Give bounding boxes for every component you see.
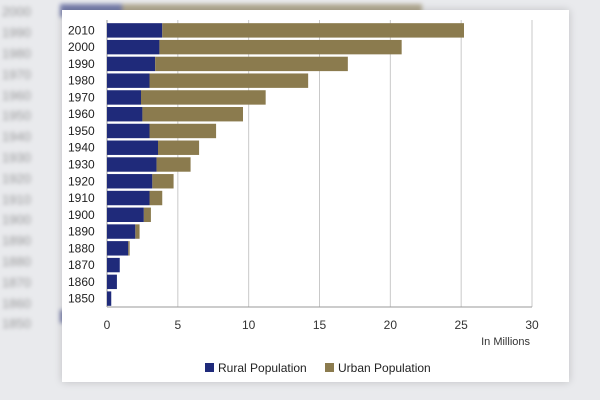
category-label: 1850 — [68, 292, 95, 306]
background-label: 1990 — [2, 25, 31, 40]
category-label: 1920 — [68, 174, 95, 188]
background-label: 1850 — [2, 316, 31, 331]
x-tick-label: 30 — [525, 318, 539, 332]
legend: Rural Population Urban Population — [205, 361, 431, 375]
x-tick-label: 5 — [174, 318, 181, 332]
bar-rural — [107, 190, 150, 206]
bar-rural — [107, 90, 141, 105]
bar-urban — [149, 123, 217, 139]
background-label: 1920 — [2, 171, 31, 186]
background-label: 1980 — [2, 46, 31, 61]
bar-urban — [162, 23, 464, 38]
category-label: 1980 — [68, 74, 95, 88]
bar-rural — [107, 257, 120, 273]
background-label: 1860 — [2, 296, 31, 311]
bar-urban — [141, 90, 266, 105]
category-label: 1890 — [68, 225, 95, 239]
bar-rural — [107, 140, 158, 155]
background-label: 1950 — [2, 108, 31, 123]
x-axis-label: In Millions — [481, 336, 530, 348]
bar-urban — [155, 56, 348, 72]
x-tick-labels: 0 5 10 15 20 25 30 — [104, 318, 539, 332]
legend-label-rural: Rural Population — [218, 361, 307, 375]
legend-label-urban: Urban Population — [338, 361, 431, 375]
category-label: 1940 — [68, 141, 95, 155]
x-tick-label: 10 — [242, 318, 256, 332]
category-label: 2000 — [68, 40, 95, 54]
category-label: 1880 — [68, 241, 95, 255]
bar-urban — [135, 224, 140, 239]
category-label: 1900 — [68, 208, 95, 222]
category-label: 2010 — [68, 23, 95, 37]
bar-rural — [107, 291, 112, 306]
bar-rural — [107, 39, 160, 55]
bar-rural — [107, 224, 136, 239]
bar-urban — [143, 207, 151, 223]
bar-rural — [107, 274, 117, 290]
category-label: 1930 — [68, 158, 95, 172]
legend-swatch-urban — [325, 363, 334, 372]
chart-card: 2010 2000 1990 1980 1970 1960 1950 1940 1930 1920… — [62, 10, 569, 382]
background-label: 1870 — [2, 275, 31, 290]
category-label: 1950 — [68, 124, 95, 138]
bar-urban — [128, 241, 130, 256]
legend-swatch-rural — [205, 363, 214, 372]
category-label: 1960 — [68, 107, 95, 121]
category-labels: 2010 2000 1990 1980 1970 1960 1950 1940 1930 1920… — [68, 23, 95, 305]
background-label: 1960 — [2, 88, 31, 103]
bar-rural — [107, 174, 153, 189]
x-tick-label: 0 — [104, 318, 111, 332]
x-tick-label: 20 — [384, 318, 398, 332]
bar-rural — [107, 106, 143, 122]
category-label: 1970 — [68, 90, 95, 104]
background-label: 1890 — [2, 233, 31, 248]
bars-group — [107, 23, 464, 306]
category-label: 1990 — [68, 57, 95, 71]
bar-rural — [107, 123, 150, 139]
bar-urban — [149, 73, 309, 88]
bar-urban — [159, 39, 402, 55]
background-label: 1900 — [2, 212, 31, 227]
bar-rural — [107, 207, 144, 223]
bar-urban — [149, 190, 163, 206]
bar-urban — [158, 140, 200, 155]
category-label: 1860 — [68, 275, 95, 289]
bar-rural — [107, 157, 157, 172]
population-bar-chart: 2010200019901980197019601950194019301920… — [68, 20, 539, 375]
bar-urban — [142, 106, 243, 122]
x-tick-label: 25 — [454, 318, 468, 332]
bar-rural — [107, 23, 163, 38]
x-tick-label: 15 — [313, 318, 327, 332]
background-label: 1970 — [2, 67, 31, 82]
background-label: 1930 — [2, 150, 31, 165]
category-label: 1910 — [68, 191, 95, 205]
background-label: 2000 — [2, 4, 31, 19]
bar-rural — [107, 56, 156, 72]
background-label: 1910 — [2, 192, 31, 207]
bar-urban — [156, 157, 191, 172]
background-label: 1940 — [2, 129, 31, 144]
background-label: 1880 — [2, 254, 31, 269]
bar-rural — [107, 73, 150, 88]
category-label: 1870 — [68, 258, 95, 272]
bar-urban — [152, 174, 174, 189]
bar-rural — [107, 241, 129, 256]
